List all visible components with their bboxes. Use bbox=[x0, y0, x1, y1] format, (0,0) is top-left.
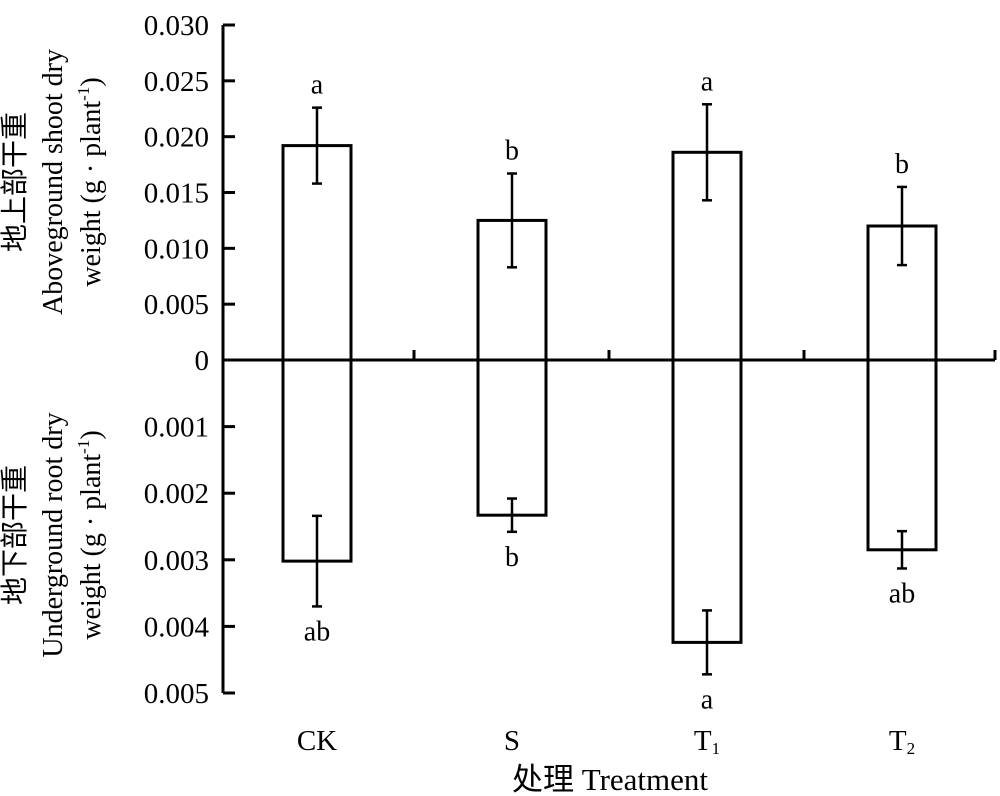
bottom-y-tick-label: 0.003 bbox=[144, 545, 209, 577]
chart-marks: 0 0.005 0.010 0.015 0.020 0.025 0.030 0.001 0.00… bbox=[144, 10, 997, 758]
top-y-tick-label: 0.015 bbox=[144, 178, 209, 210]
category-label-CK: CK bbox=[297, 725, 337, 757]
top-significance-T2: b bbox=[895, 149, 909, 180]
top-y-tick-label: 0.020 bbox=[144, 122, 209, 154]
bottom-y-tick-label: 0.002 bbox=[144, 478, 209, 510]
top-y-tick-label: 0.025 bbox=[144, 66, 209, 98]
bottom-bar-S bbox=[476, 358, 548, 517]
top-y-tick-label: 0.010 bbox=[144, 233, 209, 265]
top-y-tick-label: 0.030 bbox=[144, 10, 209, 42]
bottom-ylabel-en2-line: weight (g · plant-1) bbox=[74, 430, 107, 639]
bottom-significance-T1: a bbox=[701, 684, 714, 715]
top-ylabel-en-group: Aboveground shoot dry bbox=[38, 49, 69, 315]
bottom-y-tick-label: 0.001 bbox=[144, 412, 209, 444]
top-ylabel-en1: Aboveground shoot dry bbox=[38, 49, 69, 315]
bottom-ylabel-en2-group: weight (g · plant-1) bbox=[74, 430, 107, 639]
category-label-S: S bbox=[504, 725, 520, 757]
category-label-T1: T1 bbox=[694, 725, 720, 758]
x-axis-label: 处理 Treatment bbox=[512, 762, 708, 796]
bottom-ylabel-en1: Underground root dry bbox=[38, 412, 69, 657]
bottom-y-tick-label: 0.004 bbox=[144, 611, 210, 643]
bottom-ylabel-en2: weight (g · plant bbox=[76, 454, 107, 640]
top-ylabel-close: ) bbox=[76, 77, 107, 86]
bottom-y-tick-label: 0.005 bbox=[144, 678, 209, 710]
top-ylabel-cn: 地上部干重 bbox=[0, 112, 31, 252]
top-significance-S: b bbox=[505, 136, 519, 167]
bottom-ylabel-close: ) bbox=[76, 430, 107, 439]
category-label-T2: T2 bbox=[889, 725, 915, 758]
bottom-ylabel-en-group: Underground root dry bbox=[38, 412, 69, 657]
top-ylabel-en2-line: weight (g · plant-1) bbox=[74, 77, 107, 286]
bottom-significance-CK: ab bbox=[304, 616, 330, 647]
bottom-bar-T2 bbox=[866, 358, 938, 552]
bottom-ylabel-group: 地下部干重 bbox=[0, 465, 31, 605]
bottom-significance-T2: ab bbox=[889, 578, 915, 609]
top-ylabel-en2: weight (g · plant bbox=[76, 101, 107, 287]
top-ylabel-en2-group: weight (g · plant-1) bbox=[74, 77, 107, 286]
bottom-significance-S: b bbox=[505, 542, 519, 573]
top-ylabel-group: 地上部干重 bbox=[0, 112, 31, 252]
top-y-tick-label: 0.005 bbox=[144, 289, 209, 321]
top-ylabel-sup: -1 bbox=[74, 87, 93, 101]
top-significance-T1: a bbox=[701, 66, 714, 97]
bottom-bar-T1 bbox=[671, 358, 743, 644]
top-significance-CK: a bbox=[311, 70, 324, 101]
bottom-ylabel-cn: 地下部干重 bbox=[0, 465, 31, 605]
top-y-tick-label: 0 bbox=[195, 345, 210, 377]
bottom-ylabel-sup: -1 bbox=[74, 440, 93, 454]
